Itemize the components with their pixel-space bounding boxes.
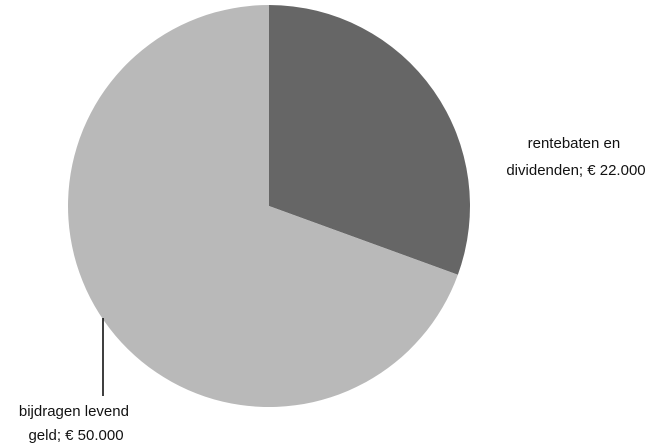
- slice-rentebaten: [269, 5, 471, 275]
- label-rentebaten-line2: dividenden; € 22.000: [506, 162, 645, 179]
- label-bijdragen-line2: geld; € 50.000: [28, 427, 123, 443]
- label-bijdragen-line1: bijdragen levend: [19, 403, 129, 420]
- label-bijdragen: bijdragen levend geld; € 50.000: [19, 403, 133, 443]
- slice-bijdragen: [68, 5, 458, 407]
- label-rentebaten: rentebaten en dividenden; € 22.000: [506, 135, 645, 179]
- pie-slices: [68, 5, 471, 407]
- label-rentebaten-line1: rentebaten en: [528, 135, 621, 152]
